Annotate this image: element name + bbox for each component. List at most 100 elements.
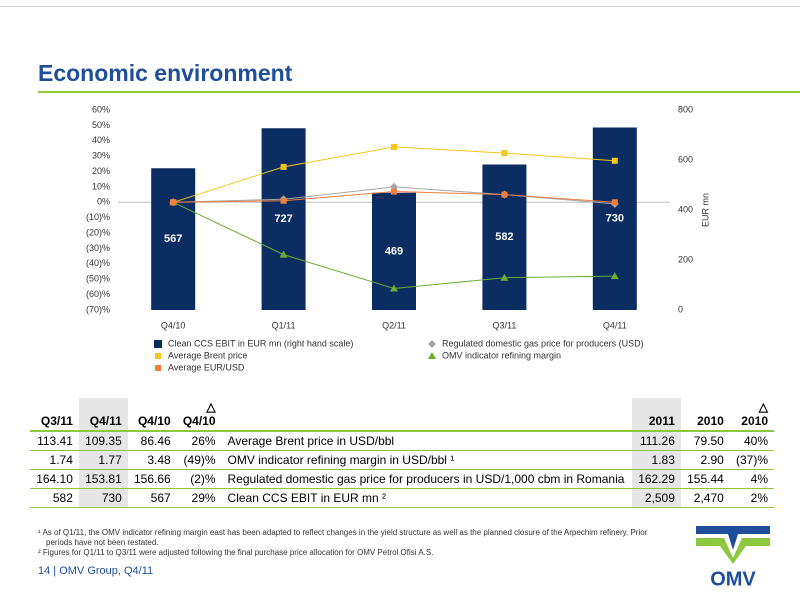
table-cell: Clean CCS EBIT in EUR mn ²	[221, 488, 633, 508]
table-cell: 1.74	[30, 450, 79, 470]
legend-label: Clean CCS EBIT in EUR mn (right hand sca…	[168, 338, 353, 348]
header-cell: △ 2010	[729, 398, 774, 432]
x-tick-label: Q3/11	[492, 320, 516, 330]
legend-swatch	[154, 340, 162, 348]
x-tick-label: Q4/10	[161, 320, 186, 330]
table-cell: 156.66	[127, 469, 177, 489]
legend-swatch	[155, 353, 161, 359]
point	[391, 143, 397, 150]
bar-value-label: 730	[606, 213, 624, 225]
y-tick-label: (50)%	[86, 274, 110, 284]
table-cell: 2,470	[680, 488, 730, 508]
footnote: ² Figures for Q1/11 to Q3/11 were adjust…	[38, 548, 434, 557]
point	[280, 197, 287, 204]
bar-value-label: 727	[274, 213, 292, 225]
table-cell: 730	[78, 488, 128, 508]
slide-title: Economic environment	[38, 60, 293, 86]
legend-label: OMV indicator refining margin	[442, 350, 561, 360]
table-cell: 155.44	[680, 469, 730, 489]
footer: 14 | OMV Group, Q4/11	[38, 565, 154, 577]
table-cell: Average Brent price in USD/bbl	[221, 431, 633, 451]
legend-label: Average EUR/USD	[168, 362, 245, 372]
bar-value-label: 469	[385, 245, 403, 257]
legend-label: Regulated domestic gas price for produce…	[442, 338, 644, 348]
point	[501, 191, 508, 198]
table-cell: (49)%	[176, 450, 222, 470]
y-tick-label: (40)%	[86, 258, 110, 268]
table-cell: 4%	[729, 469, 774, 489]
point	[501, 150, 508, 157]
logo-text: OMV	[710, 568, 756, 590]
legend-label: Average Brent price	[168, 350, 247, 360]
legend-swatch	[155, 365, 161, 371]
table-cell: 40%	[729, 431, 774, 451]
table-cell: 3.48	[127, 450, 177, 470]
bar-value-label: 582	[495, 231, 513, 243]
table-cell: 1.83	[632, 450, 681, 470]
y2-tick-label: 400	[678, 204, 693, 214]
table-header: Q3/11 Q4/11 Q4/10 △ Q4/10 2011 2010 △ 2010	[30, 398, 774, 432]
table-cell: (2)%	[176, 469, 222, 489]
legend-swatch	[428, 352, 436, 359]
table-cell: Regulated domestic gas price for produce…	[221, 469, 633, 489]
footnotes: ¹ As of Q1/11, the OMV indicator refinin…	[38, 528, 668, 558]
y2-tick-label: 800	[678, 104, 693, 114]
y2-tick-label: 600	[678, 154, 693, 164]
y-tick-label: 40%	[92, 135, 110, 145]
table-cell: 582	[30, 488, 79, 508]
x-tick-label: Q1/11	[272, 320, 296, 330]
chart: 60% 50% 40% 30% 20% 10% 0% (10)% (20)% (30)% (40)%…	[86, 104, 710, 372]
table-cell: 2.90	[680, 450, 730, 470]
top-rule	[0, 6, 800, 7]
header-cell: △ Q4/10	[176, 398, 222, 432]
y-tick-label: 30%	[92, 151, 110, 161]
point	[280, 163, 287, 170]
title-rule	[38, 91, 800, 93]
bar	[482, 164, 527, 310]
table-cell: 567	[127, 488, 177, 508]
point	[391, 188, 397, 195]
table-row: 582 730 567 29% Clean CCS EBIT in EUR mn ² 2,…	[30, 488, 774, 508]
table-cell: 162.29	[632, 469, 681, 489]
table-cell: 164.10	[30, 469, 79, 489]
point	[500, 273, 509, 281]
table-cell: 86.46	[127, 431, 177, 451]
point	[611, 157, 618, 164]
x-tick-label: Q2/11	[382, 320, 406, 330]
table-cell: 153.81	[78, 469, 128, 489]
y-tick-label: 60%	[92, 104, 110, 114]
point	[611, 199, 618, 206]
y-tick-label: (70)%	[86, 304, 110, 314]
header-cell: Q4/10	[127, 398, 177, 432]
table-row: 1.74 1.77 3.48 (49)% OMV indicator refining …	[30, 450, 774, 470]
table-cell: 26%	[176, 431, 222, 451]
table-cell: 109.35	[78, 431, 128, 451]
logo-shape	[696, 526, 770, 550]
table-cell: OMV indicator refining margin in USD/bbl…	[221, 450, 633, 470]
y-tick-label: (20)%	[86, 227, 110, 237]
logo-shape	[696, 538, 770, 564]
header-cell: 2010	[680, 398, 730, 432]
bar	[261, 128, 306, 310]
table-cell: (37)%	[729, 450, 774, 470]
legend-swatch	[428, 340, 436, 348]
y-tick-label: 50%	[92, 120, 110, 130]
y2-axis-title: EUR mn	[700, 193, 710, 227]
logo: OMV	[696, 526, 770, 590]
point	[170, 199, 177, 206]
header-cell: 2011	[632, 398, 681, 432]
y2-tick-label: 200	[678, 254, 693, 264]
y2-tick-label: 0	[678, 304, 683, 314]
table-cell: 111.26	[632, 431, 681, 451]
y-tick-label: 10%	[92, 181, 110, 191]
point	[390, 284, 398, 292]
y-tick-label: (30)%	[86, 243, 110, 253]
point	[279, 250, 288, 258]
table-cell: 2%	[729, 488, 774, 508]
header-cell: Q3/11	[30, 398, 79, 432]
table-row: 164.10 153.81 156.66 (2)% Regulated domestic…	[30, 469, 774, 489]
y-tick-label: 0%	[97, 197, 110, 207]
table-cell: 1.77	[78, 450, 128, 470]
table-row: 113.41 109.35 86.46 26% Average Brent price …	[30, 431, 774, 451]
